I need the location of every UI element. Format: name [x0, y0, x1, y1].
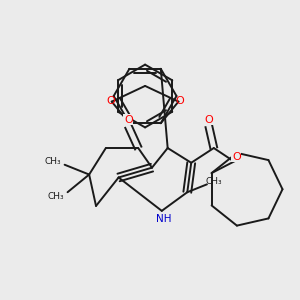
Text: O: O	[124, 115, 133, 124]
Text: CH₃: CH₃	[206, 177, 222, 186]
Text: O: O	[175, 96, 184, 106]
Text: CH₃: CH₃	[47, 192, 64, 201]
Text: O: O	[232, 152, 241, 162]
Text: O: O	[205, 115, 213, 124]
Text: CH₃: CH₃	[44, 157, 61, 166]
Text: NH: NH	[156, 214, 172, 224]
Text: O: O	[106, 96, 115, 106]
